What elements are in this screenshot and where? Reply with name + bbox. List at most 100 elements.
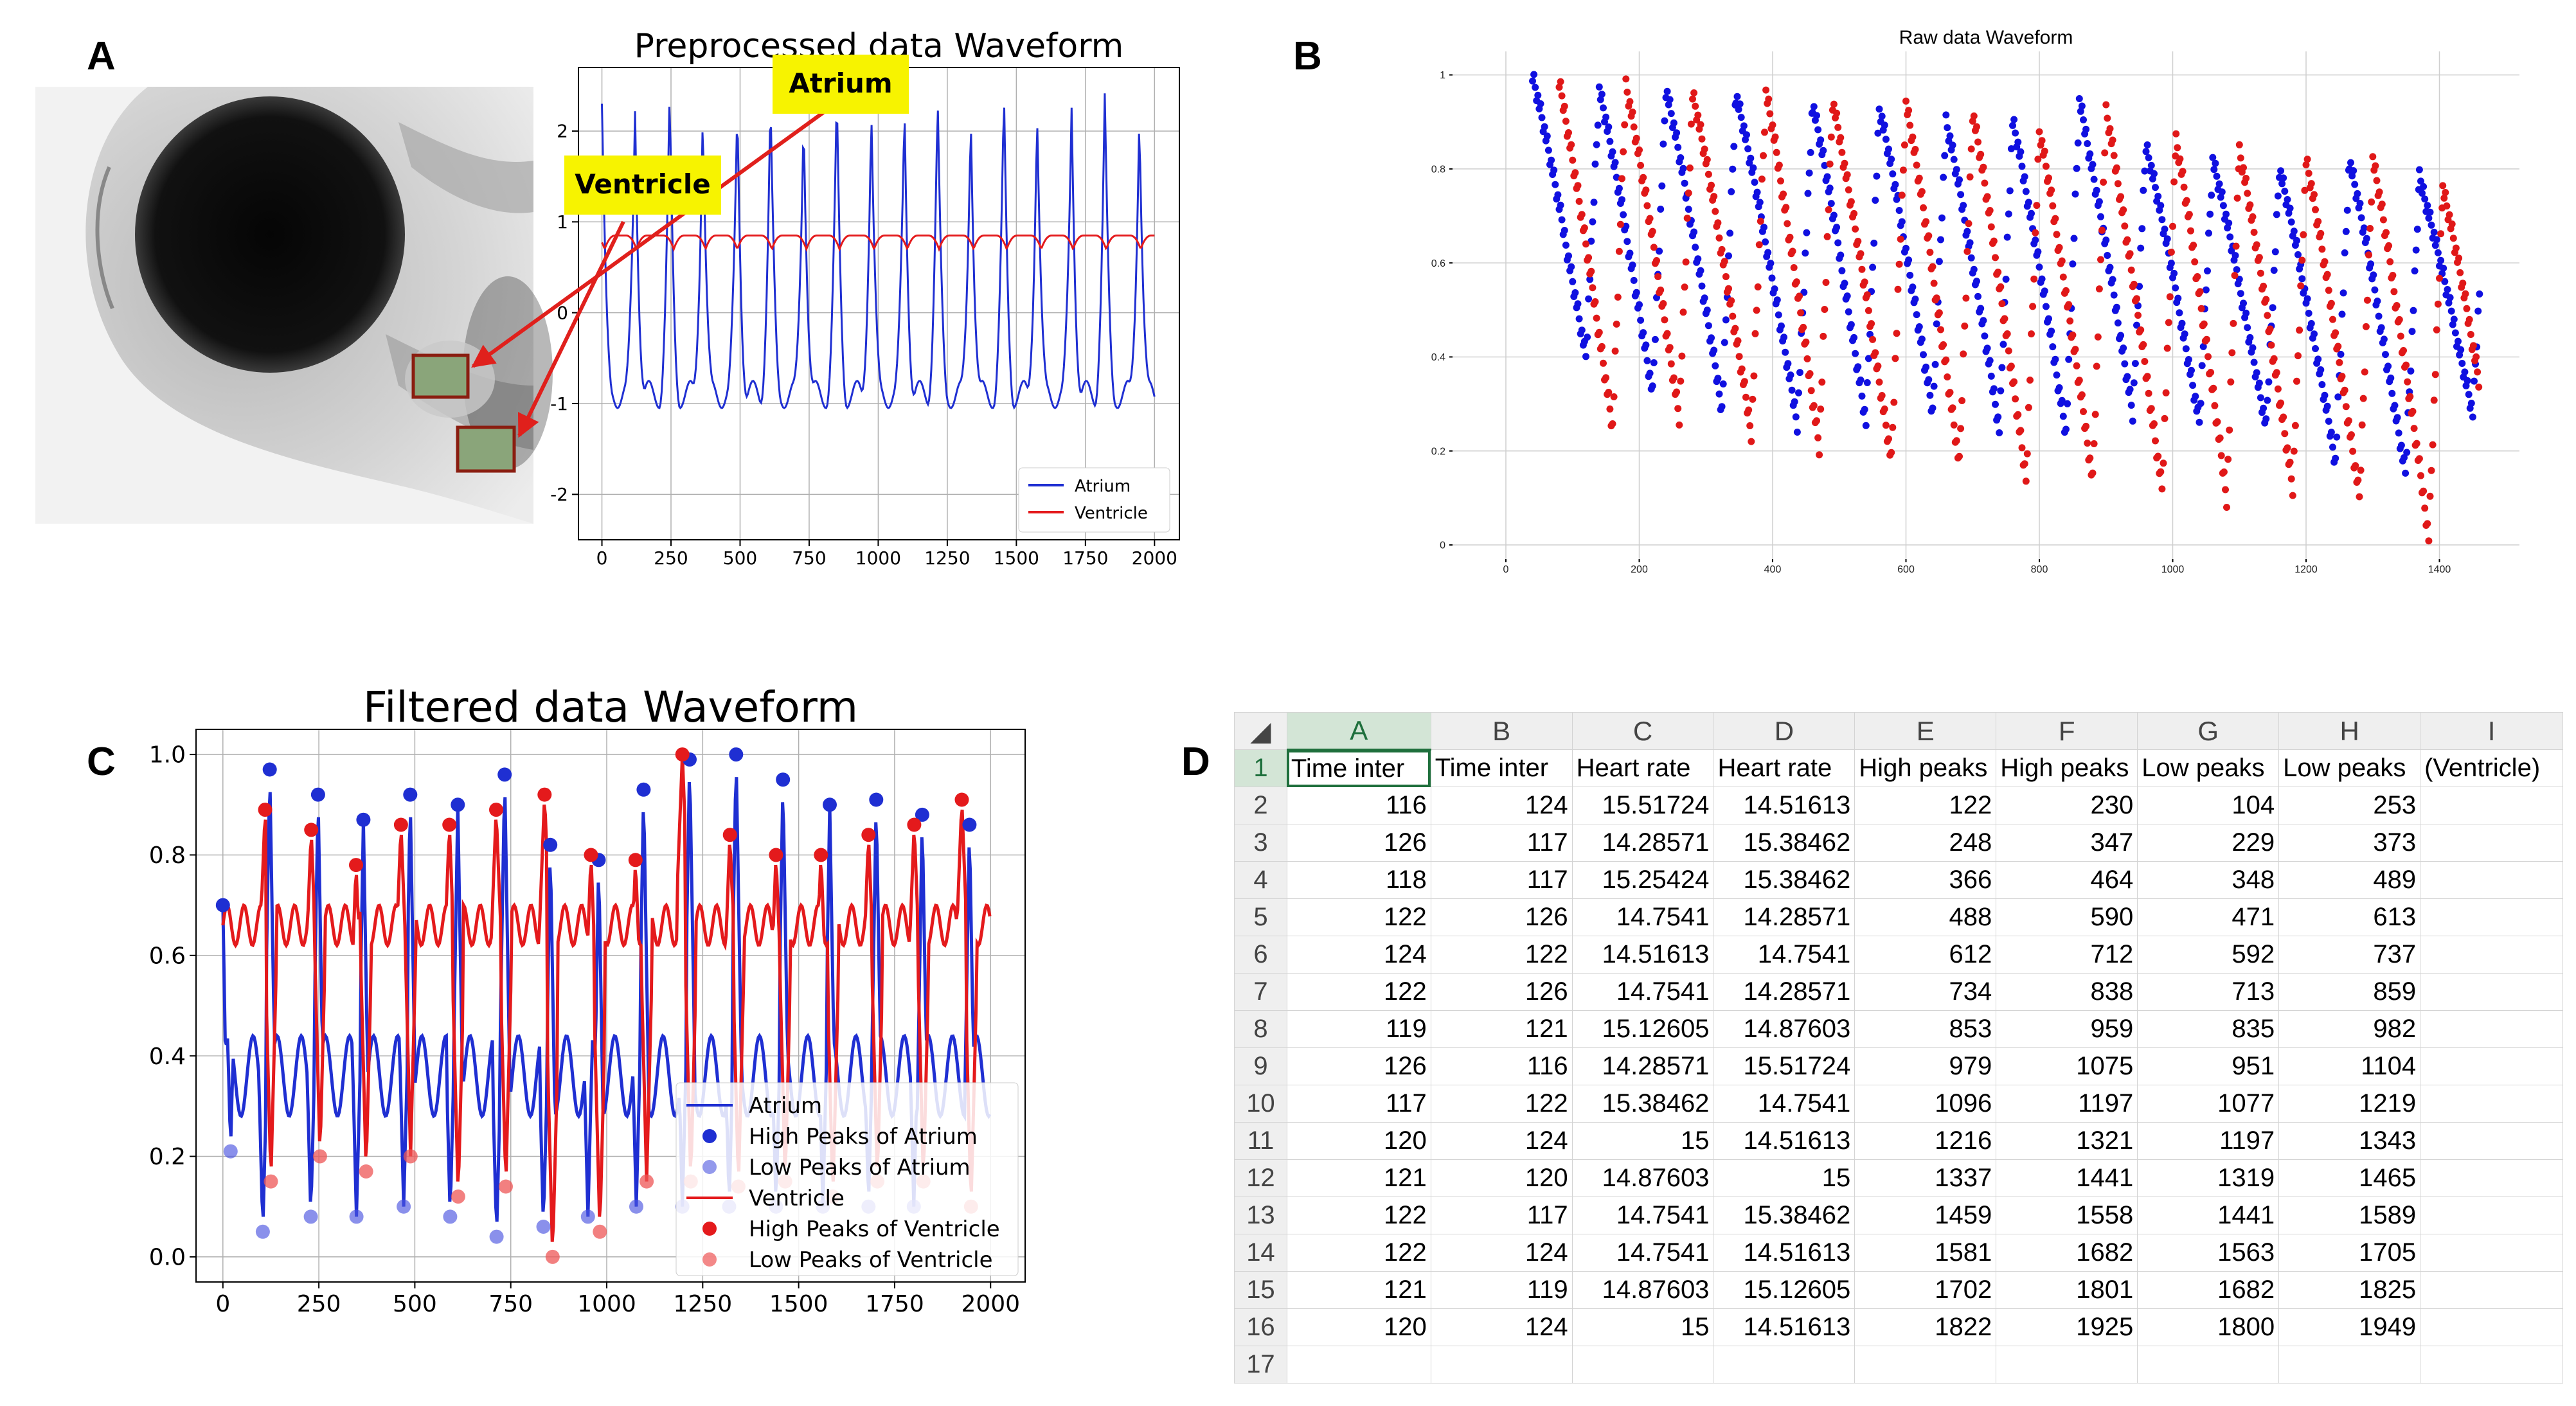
table-cell[interactable] (2278, 1346, 2421, 1384)
table-cell[interactable]: 121 (1430, 1010, 1573, 1048)
row-header[interactable]: 17 (1234, 1346, 1287, 1384)
table-cell[interactable]: 248 (1854, 824, 1997, 862)
table-cell[interactable]: 122 (1286, 1234, 1431, 1272)
table-cell[interactable]: 15.12605 (1571, 1010, 1714, 1048)
table-cell[interactable]: 229 (2137, 824, 2280, 862)
table-cell[interactable]: 122 (1286, 898, 1431, 936)
table-cell[interactable] (2420, 1159, 2563, 1197)
table-cell[interactable]: 488 (1854, 898, 1997, 936)
table-cell[interactable]: 116 (1430, 1047, 1573, 1085)
table-cell[interactable]: 1682 (2137, 1271, 2280, 1309)
row-header[interactable]: 1 (1234, 749, 1287, 787)
table-cell[interactable]: 124 (1430, 1122, 1573, 1160)
table-cell[interactable]: 124 (1430, 1234, 1573, 1272)
column-header-e[interactable]: E (1854, 712, 1997, 750)
table-cell[interactable] (2420, 973, 2563, 1011)
table-cell[interactable]: 1441 (1996, 1159, 2138, 1197)
table-cell[interactable]: 1459 (1854, 1197, 1997, 1234)
row-header[interactable]: 11 (1234, 1122, 1287, 1160)
table-cell[interactable]: 14.51613 (1713, 1234, 1856, 1272)
table-cell[interactable]: 124 (1430, 787, 1573, 824)
table-cell[interactable]: 14.51613 (1713, 1308, 1856, 1346)
table-cell[interactable]: 119 (1430, 1271, 1573, 1309)
table-cell[interactable]: 1581 (1854, 1234, 1997, 1272)
table-cell[interactable]: 1558 (1996, 1197, 2138, 1234)
table-cell[interactable]: 838 (1996, 973, 2138, 1011)
row-header[interactable]: 5 (1234, 898, 1287, 936)
row-header[interactable]: 3 (1234, 824, 1287, 862)
table-cell[interactable]: Heart rate (1713, 749, 1856, 787)
table-cell[interactable]: 1343 (2278, 1122, 2421, 1160)
column-header-h[interactable]: H (2278, 712, 2421, 750)
table-cell[interactable]: 119 (1286, 1010, 1431, 1048)
table-cell[interactable] (2420, 1308, 2563, 1346)
table-cell[interactable]: 14.87603 (1571, 1159, 1714, 1197)
table-cell[interactable] (1996, 1346, 2138, 1384)
table-cell[interactable] (2420, 1085, 2563, 1123)
table-cell[interactable]: 1563 (2137, 1234, 2280, 1272)
table-cell[interactable]: 126 (1286, 1047, 1431, 1085)
table-cell[interactable]: 612 (1854, 936, 1997, 974)
table-cell[interactable]: 613 (2278, 898, 2421, 936)
table-cell[interactable]: 126 (1286, 824, 1431, 862)
table-cell[interactable]: 1822 (1854, 1308, 1997, 1346)
table-cell[interactable]: 117 (1430, 861, 1573, 899)
table-cell[interactable]: 116 (1286, 787, 1431, 824)
table-cell[interactable]: 959 (1996, 1010, 2138, 1048)
table-cell[interactable]: 14.7541 (1571, 1197, 1714, 1234)
table-cell[interactable]: 15.51724 (1713, 1047, 1856, 1085)
table-cell[interactable]: 124 (1286, 936, 1431, 974)
table-cell[interactable]: 126 (1430, 973, 1573, 1011)
table-cell[interactable]: (Ventricle) (2420, 749, 2563, 787)
table-cell[interactable]: 373 (2278, 824, 2421, 862)
column-header-g[interactable]: G (2137, 712, 2280, 750)
table-cell[interactable]: 14.28571 (1713, 898, 1856, 936)
table-cell[interactable] (2420, 861, 2563, 899)
table-cell[interactable] (2420, 898, 2563, 936)
table-cell[interactable]: 1682 (1996, 1234, 2138, 1272)
table-cell[interactable] (1286, 1346, 1431, 1384)
table-cell[interactable]: 14.51613 (1713, 787, 1856, 824)
table-cell[interactable]: 464 (1996, 861, 2138, 899)
table-cell[interactable]: 117 (1430, 824, 1573, 862)
table-cell[interactable]: 118 (1286, 861, 1431, 899)
row-header[interactable]: 13 (1234, 1197, 1287, 1234)
table-cell[interactable]: 15.25424 (1571, 861, 1714, 899)
table-cell[interactable]: 230 (1996, 787, 2138, 824)
table-cell[interactable]: 347 (1996, 824, 2138, 862)
table-cell[interactable]: 1104 (2278, 1047, 2421, 1085)
table-cell[interactable]: 15.12605 (1713, 1271, 1856, 1309)
table-cell[interactable] (1571, 1346, 1714, 1384)
table-cell[interactable]: 1197 (2137, 1122, 2280, 1160)
table-cell[interactable]: 1705 (2278, 1234, 2421, 1272)
table-cell[interactable]: High peaks (1996, 749, 2138, 787)
table-cell[interactable]: 592 (2137, 936, 2280, 974)
table-cell[interactable]: 120 (1286, 1122, 1431, 1160)
table-cell[interactable]: 120 (1430, 1159, 1573, 1197)
table-cell[interactable]: 979 (1854, 1047, 1997, 1085)
row-header[interactable]: 12 (1234, 1159, 1287, 1197)
table-cell[interactable]: 14.28571 (1571, 824, 1714, 862)
column-header-b[interactable]: B (1430, 712, 1573, 750)
table-cell[interactable]: 1825 (2278, 1271, 2421, 1309)
table-cell[interactable]: 124 (1430, 1308, 1573, 1346)
table-cell[interactable]: 14.7541 (1571, 898, 1714, 936)
table-cell[interactable]: 117 (1430, 1197, 1573, 1234)
table-cell[interactable] (1854, 1346, 1997, 1384)
table-cell[interactable]: 14.87603 (1713, 1010, 1856, 1048)
column-header-i[interactable]: I (2420, 712, 2563, 750)
row-header[interactable]: 6 (1234, 936, 1287, 974)
table-cell[interactable]: 1589 (2278, 1197, 2421, 1234)
table-cell[interactable]: 122 (1286, 1197, 1431, 1234)
table-cell[interactable]: 14.7541 (1713, 1085, 1856, 1123)
table-cell[interactable]: 951 (2137, 1047, 2280, 1085)
table-cell[interactable]: 14.87603 (1571, 1271, 1714, 1309)
table-cell[interactable]: 14.7541 (1713, 936, 1856, 974)
table-cell[interactable]: Time inter (1430, 749, 1573, 787)
table-cell[interactable]: 104 (2137, 787, 2280, 824)
table-cell[interactable]: 1441 (2137, 1197, 2280, 1234)
table-cell[interactable]: 14.7541 (1571, 1234, 1714, 1272)
row-header[interactable]: 9 (1234, 1047, 1287, 1085)
table-cell[interactable] (2420, 936, 2563, 974)
table-cell[interactable]: 15 (1571, 1308, 1714, 1346)
